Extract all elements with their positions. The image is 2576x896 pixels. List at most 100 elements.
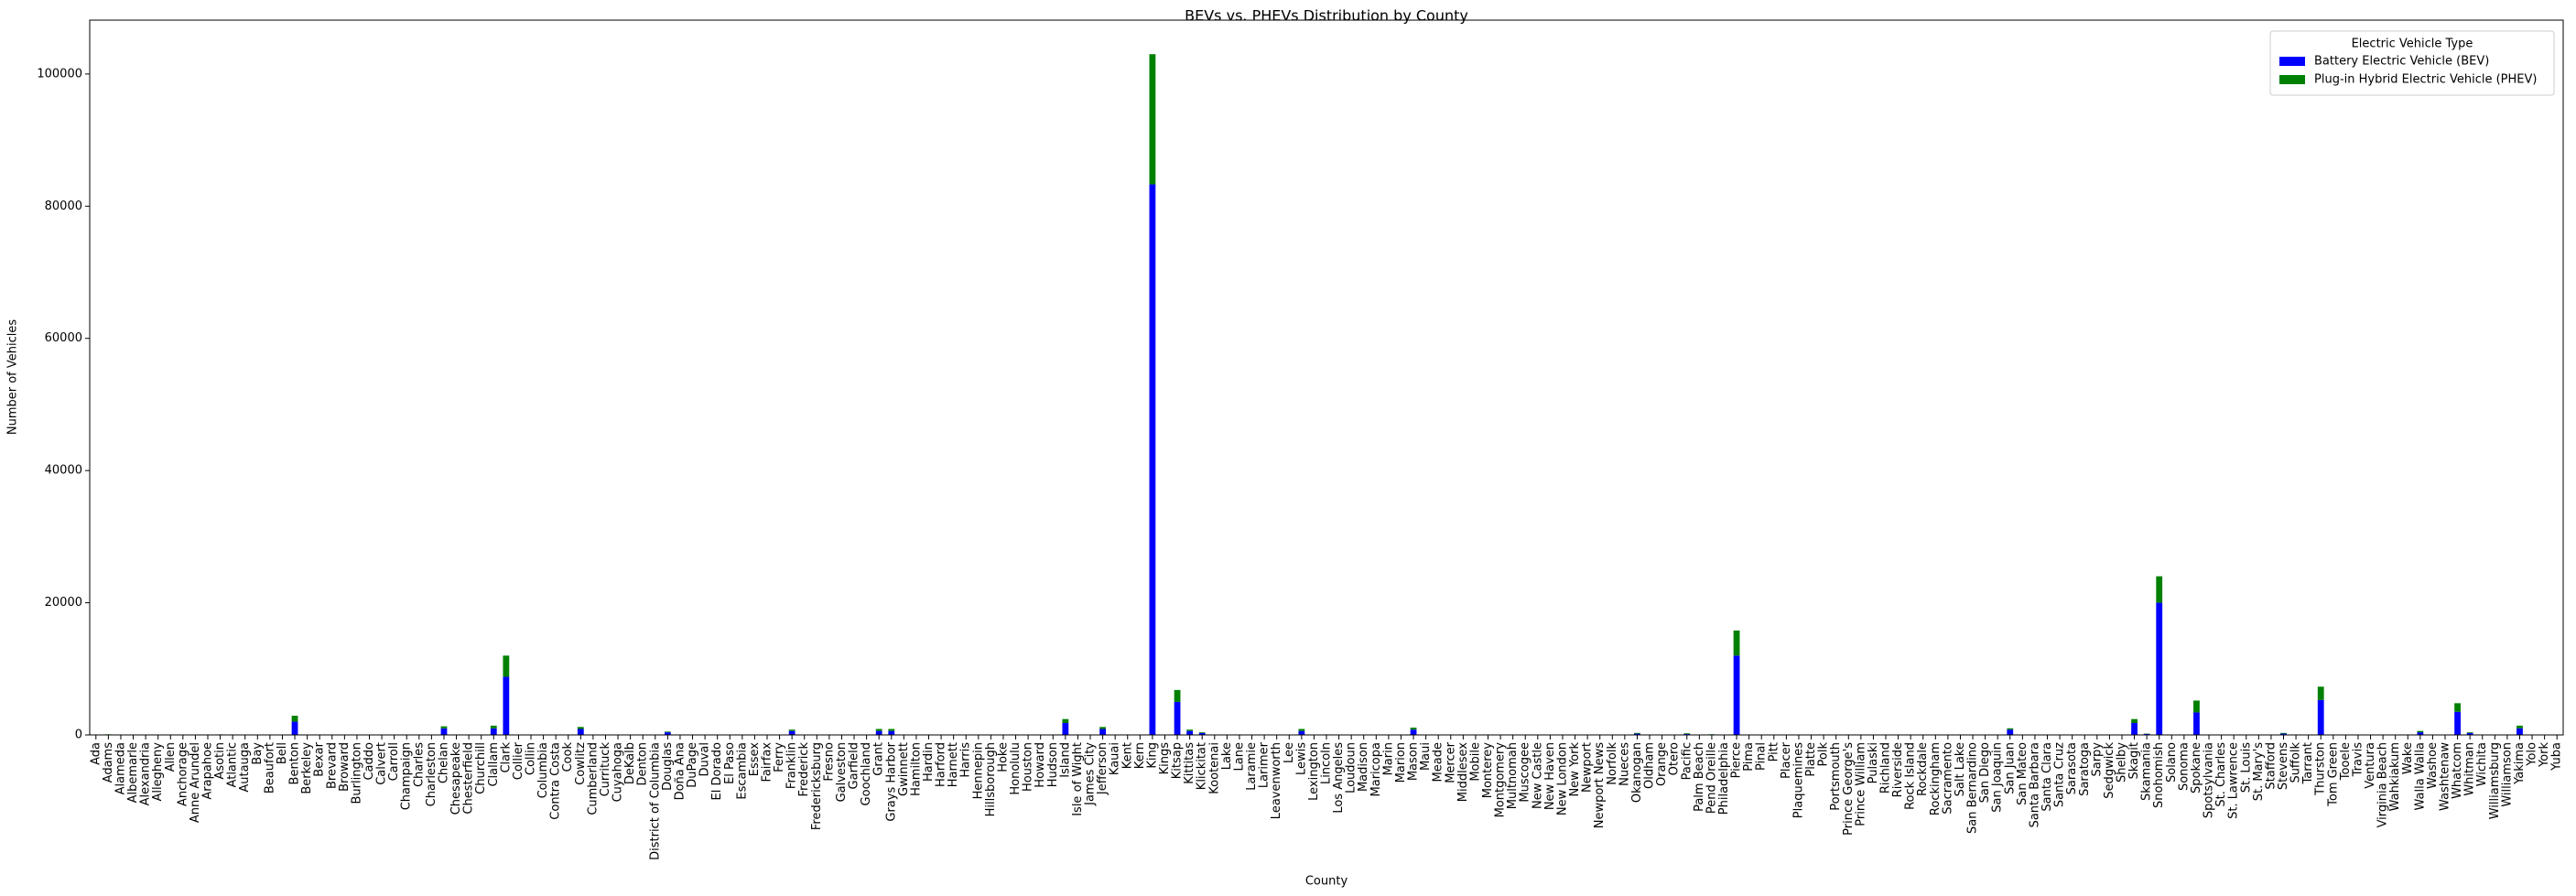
x-tick-label: Richland bbox=[1879, 742, 1893, 793]
bar-segment bbox=[503, 676, 510, 735]
x-tick-label: Middlesex bbox=[1456, 742, 1470, 802]
x-tick-label: San Diego bbox=[1978, 742, 1992, 803]
x-tick-label: El Paso bbox=[723, 742, 737, 784]
x-tick-label: Doña Ana bbox=[673, 742, 687, 800]
bar-segment bbox=[2516, 728, 2523, 735]
x-tick-label: Clark bbox=[499, 742, 513, 773]
x-tick-label: Asotin bbox=[213, 742, 227, 780]
bar-segment bbox=[1634, 732, 1640, 734]
x-tick-label: Marion bbox=[1394, 742, 1408, 783]
bar-segment bbox=[888, 729, 895, 731]
x-tick-label: Marin bbox=[1381, 742, 1395, 775]
x-tick-label: Williamson bbox=[2500, 742, 2514, 807]
x-tick-label: Bell bbox=[276, 742, 289, 764]
bar-segment bbox=[1186, 730, 1194, 735]
bar-segment bbox=[1099, 727, 1106, 729]
x-tick-label: Gwinnett bbox=[897, 742, 911, 796]
x-tick-label: San Joaquin bbox=[1991, 742, 2005, 813]
x-tick-label: Salt Lake bbox=[1954, 742, 1967, 796]
bar-segment bbox=[2007, 729, 2014, 735]
bar-segment bbox=[503, 655, 510, 677]
x-tick-label: Pitt bbox=[1767, 742, 1780, 761]
bar-segment bbox=[440, 728, 448, 735]
bar-segment bbox=[1683, 733, 1691, 735]
x-tick-label: Hudson bbox=[1046, 742, 1060, 787]
x-tick-label: Travis bbox=[2351, 742, 2365, 778]
bar-segment bbox=[788, 729, 796, 731]
x-tick-label: Mason bbox=[1407, 742, 1421, 781]
x-tick-label: Grays Harbor bbox=[884, 741, 898, 821]
x-tick-label: Essex bbox=[748, 742, 762, 777]
x-tick-label: Pend Oreille bbox=[1705, 742, 1718, 814]
x-tick-label: Howard bbox=[1034, 742, 1047, 788]
x-tick-label: Champaign bbox=[400, 742, 414, 810]
x-tick-label: Fairfax bbox=[760, 742, 774, 783]
x-tick-label: Albemarle bbox=[126, 742, 140, 803]
x-tick-label: Wichita bbox=[2475, 742, 2489, 786]
x-tick-label: Charleston bbox=[425, 742, 438, 806]
bar-segment bbox=[788, 730, 796, 735]
x-tick-label: Fresno bbox=[822, 742, 836, 782]
bar-segment bbox=[1298, 730, 1305, 735]
x-tick-label: Walla Walla bbox=[2413, 742, 2427, 811]
bar-segment bbox=[1634, 733, 1640, 735]
bar-segment bbox=[1062, 723, 1069, 735]
x-tick-label: Ada bbox=[89, 742, 103, 765]
bar-segment bbox=[2317, 699, 2324, 735]
bar-segment bbox=[2156, 576, 2163, 603]
bar-segment bbox=[2131, 723, 2138, 735]
bar-segment bbox=[490, 728, 497, 735]
x-tick-label: Autauga bbox=[238, 742, 252, 793]
x-tick-label: Pierce bbox=[1730, 742, 1744, 778]
x-tick-label: El Dorado bbox=[710, 742, 724, 800]
x-tick-label: Kitsap bbox=[1171, 742, 1185, 779]
x-tick-label: Polk bbox=[1817, 742, 1831, 767]
bar-segment bbox=[2143, 733, 2150, 735]
x-tick-label: Wahkiakum bbox=[2388, 742, 2402, 811]
chart-title: BEVs vs. PHEVs Distribution by County bbox=[1185, 7, 1468, 25]
x-tick-label: Yuba bbox=[2550, 742, 2564, 772]
x-tick-label: Broward bbox=[338, 742, 352, 792]
x-tick-label: Whatcom bbox=[2451, 742, 2464, 799]
legend-title: Electric Vehicle Type bbox=[2352, 38, 2473, 51]
x-tick-label: Goochland bbox=[860, 742, 873, 805]
x-tick-label: Lincoln bbox=[1320, 742, 1334, 784]
x-tick-label: Maricopa bbox=[1369, 742, 1383, 796]
plot-frame bbox=[89, 19, 2564, 736]
x-tick-label: Frederick bbox=[797, 742, 811, 797]
x-tick-label: Spokane bbox=[2190, 742, 2203, 793]
x-tick-label: Saratoga bbox=[2078, 742, 2092, 796]
bar-segment bbox=[1683, 733, 1691, 734]
x-tick-label: New Castle bbox=[1531, 742, 1544, 809]
bar-segment bbox=[1410, 728, 1417, 730]
x-tick-label: Alexandria bbox=[139, 742, 153, 805]
x-tick-label: San Juan bbox=[2003, 742, 2017, 794]
x-tick-label: Newport News bbox=[1593, 742, 1607, 828]
y-axis-label: Number of Vehicles bbox=[6, 319, 20, 436]
x-tick-label: Muscogee bbox=[1519, 742, 1532, 803]
x-tick-label: Fredericksburg bbox=[810, 742, 824, 830]
x-tick-label: Atlantic bbox=[226, 742, 240, 787]
x-tick-label: Franklin bbox=[785, 742, 799, 789]
bar-segment bbox=[2466, 732, 2473, 733]
legend-swatch bbox=[2279, 75, 2305, 84]
x-tick-label: Lane bbox=[1232, 742, 1246, 771]
x-tick-label: Grant bbox=[872, 742, 886, 776]
x-tick-label: Currituck bbox=[599, 742, 612, 797]
y-tick-label: 60000 bbox=[45, 331, 82, 345]
x-tick-label: Carroll bbox=[387, 742, 401, 781]
bar-segment bbox=[2193, 700, 2200, 713]
x-tick-label: Chelan bbox=[437, 742, 450, 783]
bar-segment bbox=[2454, 703, 2461, 712]
bar-segment bbox=[577, 727, 584, 729]
x-tick-label: Mobile bbox=[1468, 742, 1482, 782]
x-tick-label: Virginia Beach bbox=[2376, 742, 2390, 827]
x-tick-label: Cook bbox=[561, 742, 575, 772]
legend-box bbox=[2269, 30, 2555, 96]
x-tick-label: Pinal bbox=[1755, 742, 1769, 771]
bar-segment bbox=[1149, 184, 1156, 736]
x-tick-label: Philadelphia bbox=[1717, 742, 1731, 815]
y-tick-label: 40000 bbox=[45, 464, 82, 478]
x-tick-label: Caddo bbox=[363, 742, 376, 781]
x-tick-label: Prince William bbox=[1854, 742, 1867, 826]
